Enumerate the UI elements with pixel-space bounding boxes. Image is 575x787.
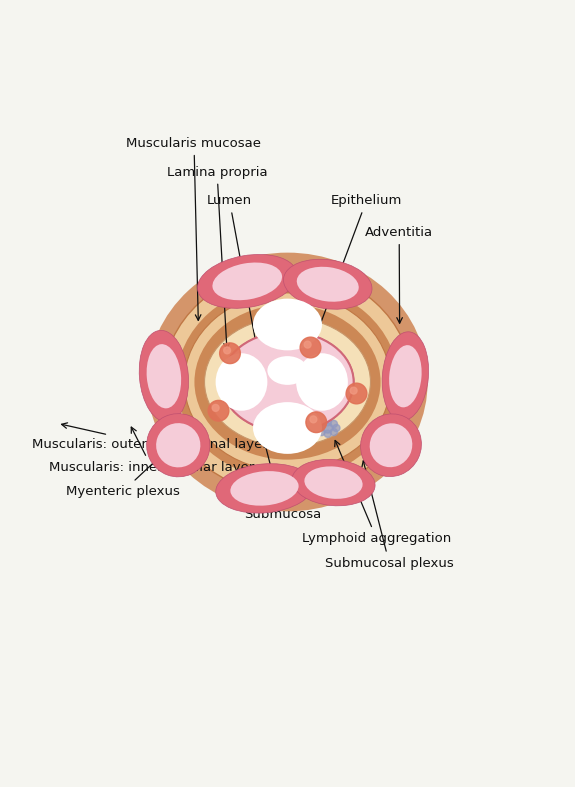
Ellipse shape: [177, 284, 398, 480]
Ellipse shape: [297, 267, 359, 301]
Text: Muscularis: inner circular layer: Muscularis: inner circular layer: [49, 427, 254, 474]
Ellipse shape: [253, 298, 322, 350]
Circle shape: [404, 375, 412, 382]
Circle shape: [409, 377, 419, 387]
Circle shape: [413, 345, 419, 351]
Ellipse shape: [147, 253, 428, 512]
Text: Submucosal plexus: Submucosal plexus: [325, 461, 454, 570]
Text: Muscularis mucosae: Muscularis mucosae: [126, 137, 262, 320]
Text: Adventitia: Adventitia: [365, 226, 433, 323]
Ellipse shape: [253, 402, 322, 454]
Circle shape: [416, 375, 424, 382]
Ellipse shape: [292, 460, 375, 506]
Circle shape: [416, 382, 424, 390]
Circle shape: [400, 348, 406, 354]
Ellipse shape: [283, 259, 372, 309]
Circle shape: [405, 349, 412, 356]
Ellipse shape: [221, 331, 354, 432]
Circle shape: [411, 373, 417, 380]
Ellipse shape: [194, 305, 381, 460]
Ellipse shape: [185, 293, 390, 471]
Ellipse shape: [205, 317, 370, 447]
Circle shape: [400, 341, 406, 347]
Text: Myenteric plexus: Myenteric plexus: [66, 427, 193, 497]
Ellipse shape: [163, 270, 412, 494]
Ellipse shape: [296, 353, 348, 411]
Circle shape: [411, 341, 417, 347]
Ellipse shape: [197, 254, 297, 309]
Circle shape: [330, 428, 338, 436]
Circle shape: [333, 424, 340, 431]
Ellipse shape: [221, 331, 354, 432]
Circle shape: [224, 347, 231, 354]
Text: Epithelium: Epithelium: [305, 194, 402, 362]
Ellipse shape: [231, 471, 298, 506]
Ellipse shape: [370, 423, 412, 467]
Circle shape: [306, 412, 327, 433]
Ellipse shape: [147, 344, 181, 408]
Ellipse shape: [139, 331, 189, 422]
Text: Submucosa: Submucosa: [244, 435, 321, 521]
Text: Lymphoid aggregation: Lymphoid aggregation: [302, 441, 451, 545]
Circle shape: [318, 428, 325, 436]
Circle shape: [411, 384, 417, 391]
Ellipse shape: [156, 423, 200, 467]
Text: Muscularis: outer longitudinal layer: Muscularis: outer longitudinal layer: [32, 423, 267, 451]
Circle shape: [419, 379, 426, 386]
Ellipse shape: [216, 464, 313, 513]
Circle shape: [411, 348, 417, 354]
Circle shape: [323, 423, 333, 433]
Ellipse shape: [212, 263, 282, 300]
Ellipse shape: [361, 414, 421, 477]
Ellipse shape: [147, 414, 210, 477]
Circle shape: [208, 401, 229, 421]
Circle shape: [330, 420, 338, 427]
Text: Lumen: Lumen: [207, 194, 262, 364]
Circle shape: [397, 345, 404, 351]
Circle shape: [300, 337, 321, 358]
Circle shape: [404, 343, 413, 352]
Ellipse shape: [267, 357, 308, 385]
Circle shape: [324, 430, 331, 438]
Circle shape: [324, 419, 331, 426]
Circle shape: [316, 424, 323, 431]
Text: Lamina propria: Lamina propria: [167, 165, 267, 349]
Circle shape: [318, 420, 325, 427]
Ellipse shape: [389, 345, 421, 408]
Circle shape: [350, 387, 357, 394]
Circle shape: [212, 405, 219, 412]
Circle shape: [404, 382, 412, 390]
Circle shape: [405, 339, 412, 345]
Circle shape: [310, 416, 317, 423]
Circle shape: [346, 383, 367, 404]
Ellipse shape: [304, 467, 363, 499]
Ellipse shape: [216, 353, 267, 411]
Circle shape: [220, 343, 240, 364]
Ellipse shape: [382, 332, 428, 421]
Circle shape: [304, 342, 311, 348]
Circle shape: [402, 379, 409, 386]
